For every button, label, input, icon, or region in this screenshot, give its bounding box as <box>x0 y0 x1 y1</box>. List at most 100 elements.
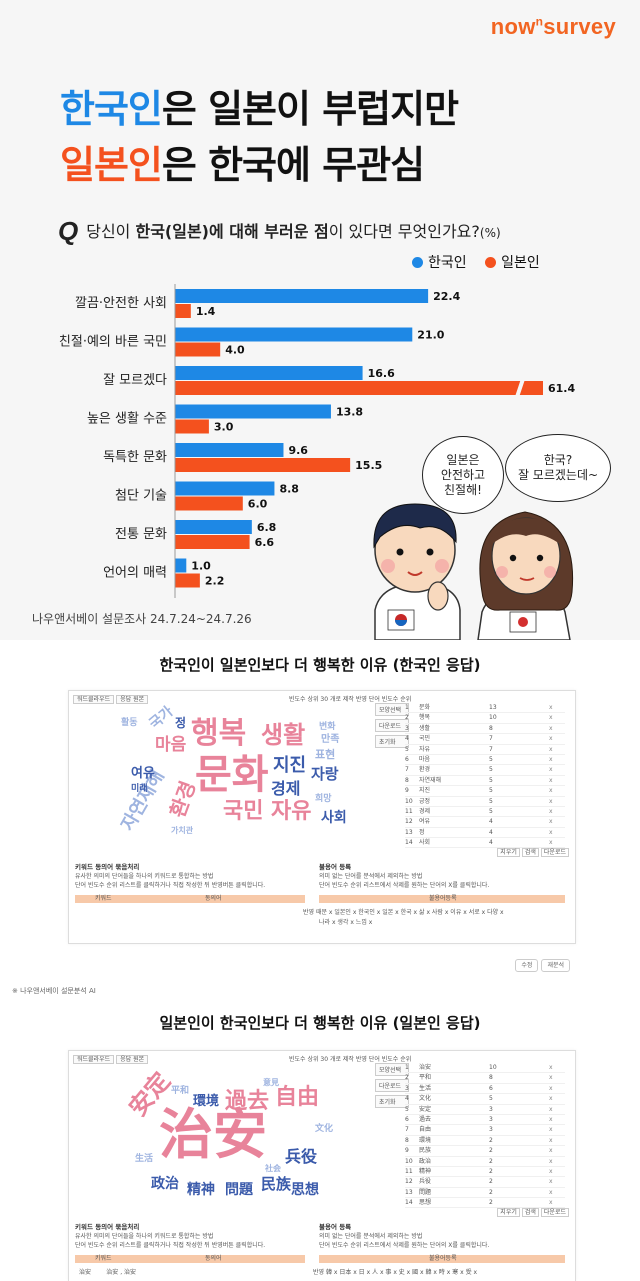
download-button[interactable]: 다운로드 <box>375 719 409 732</box>
remove-word-icon[interactable]: x <box>549 807 553 815</box>
freq-row[interactable]: 2 平和 8 x <box>405 1073 565 1084</box>
section2-freq-buttons: 지우기 검색 다운로드 <box>495 1207 569 1217</box>
remove-word-icon[interactable]: x <box>549 1074 553 1082</box>
freq-row[interactable]: 1 治安 10 x <box>405 1063 565 1074</box>
cloud-word: 경제 <box>271 779 301 798</box>
stopword-table-header: 불용어등록 <box>319 1255 565 1263</box>
clear-button[interactable]: 지우기 <box>497 848 520 857</box>
value-label-japanese: 15.5 <box>355 459 382 472</box>
freq-row[interactable]: 4 국민 7 x <box>405 734 565 745</box>
tab-raw-responses[interactable]: 응답 원본 <box>116 695 149 704</box>
remove-word-icon[interactable]: x <box>549 755 553 763</box>
category-label: 높은 생활 수준 <box>87 412 167 427</box>
cloud-word: 治安 <box>159 1102 267 1166</box>
bar-japanese <box>175 496 243 511</box>
freq-row[interactable]: 11 精神 2 x <box>405 1167 565 1178</box>
tab-raw-responses[interactable]: 응답 원본 <box>116 1055 149 1064</box>
bar-korean <box>175 366 363 380</box>
freq-row[interactable]: 1 문화 13 x <box>405 703 565 714</box>
cloud-word: 활동 <box>121 718 138 728</box>
freq-row[interactable]: 13 問題 2 x <box>405 1188 565 1199</box>
stopword-tags-2[interactable]: 나라 x 생각 x 느낌 x <box>319 919 373 926</box>
bar-korean <box>175 289 429 303</box>
remove-word-icon[interactable]: x <box>549 828 553 836</box>
freq-row[interactable]: 8 環境 2 x <box>405 1136 565 1147</box>
freq-row[interactable]: 12 여유 4 x <box>405 817 565 828</box>
freq-row[interactable]: 5 安定 3 x <box>405 1105 565 1115</box>
freq-row[interactable]: 7 환경 5 x <box>405 765 565 776</box>
remove-word-icon[interactable]: x <box>549 1126 553 1134</box>
tab-wordcloud[interactable]: 워드클라우드 <box>73 1055 115 1064</box>
synonym-row[interactable]: 治安 治安 , 治安 <box>79 1269 137 1276</box>
headline-line-1: 한국인은 일본이 부럽지만 <box>60 87 459 131</box>
download-button[interactable]: 다운로드 <box>540 1208 569 1217</box>
remove-word-icon[interactable]: x <box>549 1095 553 1103</box>
search-button[interactable]: 검색 <box>521 1208 539 1217</box>
freq-row[interactable]: 9 民族 2 x <box>405 1146 565 1157</box>
remove-word-icon[interactable]: x <box>549 1199 553 1207</box>
axis-break-mark <box>515 378 525 398</box>
remove-word-icon[interactable]: x <box>549 1136 553 1144</box>
shape-select-button[interactable]: 모양선택 <box>375 1063 409 1076</box>
bar-korean <box>175 481 275 496</box>
bar-chart: 깔끔·안전한 사회 22.4 1.4 친절·예의 바른 국민 21.0 4.0 잘 모르겠다… <box>59 284 575 598</box>
freq-row[interactable]: 13 정 4 x <box>405 828 565 839</box>
freq-row[interactable]: 3 生活 6 x <box>405 1084 565 1095</box>
remove-word-icon[interactable]: x <box>549 766 553 774</box>
freq-row[interactable]: 5 자유 7 x <box>405 745 565 755</box>
remove-word-icon[interactable]: x <box>549 704 553 711</box>
stopword-tags[interactable]: 반영 때문 x 일본인 x 한국인 x 일본 x 한국 x 삶 x 사람 x 이… <box>303 909 504 916</box>
freq-row[interactable]: 12 兵役 2 x <box>405 1177 565 1188</box>
remove-word-icon[interactable]: x <box>549 818 553 826</box>
remove-word-icon[interactable]: x <box>549 797 553 805</box>
freq-row[interactable]: 4 文化 5 x <box>405 1094 565 1105</box>
search-button[interactable]: 검색 <box>521 848 539 857</box>
freq-row[interactable]: 6 마음 5 x <box>405 755 565 766</box>
reset-button[interactable]: 초기화 <box>375 1095 409 1108</box>
remove-word-icon[interactable]: x <box>549 1084 553 1092</box>
stopword-tags[interactable]: 반영 韓 x 日本 x 日 x 人 x 事 x 史 x 國 x 韓 x 時 x … <box>313 1269 478 1276</box>
cloud-word: 정 <box>175 716 187 730</box>
headline-line-2: 일본인은 한국에 무관심 <box>60 143 425 187</box>
remove-word-icon[interactable]: x <box>549 1167 553 1175</box>
remove-word-icon[interactable]: x <box>549 1157 553 1165</box>
remove-word-icon[interactable]: x <box>549 735 553 743</box>
freq-row[interactable]: 7 自由 3 x <box>405 1125 565 1136</box>
section2-frequency-list: 1 治安 10 x 2 平和 8 x 3 生活 6 x 4 文化 5 x 5 安定 3 x 6 過去 3 x 7 自由 3 x 8 環境 2… <box>405 1063 565 1209</box>
freq-row[interactable]: 10 政治 2 x <box>405 1157 565 1167</box>
remove-word-icon[interactable]: x <box>549 724 553 732</box>
remove-word-icon[interactable]: x <box>549 787 553 795</box>
freq-row[interactable]: 6 過去 3 x <box>405 1115 565 1126</box>
shape-select-button[interactable]: 모양선택 <box>375 703 409 716</box>
edit-button[interactable]: 수정 <box>515 959 539 972</box>
source-note: 나우앤서베이 설문조사 24.7.24~24.7.26 <box>32 612 252 626</box>
freq-row[interactable]: 11 경제 5 x <box>405 807 565 818</box>
reset-button[interactable]: 초기화 <box>375 735 409 748</box>
freq-row[interactable]: 10 긍정 5 x <box>405 797 565 807</box>
download-button[interactable]: 다운로드 <box>375 1079 409 1092</box>
remove-word-icon[interactable]: x <box>549 745 553 753</box>
tab-wordcloud[interactable]: 워드클라우드 <box>73 695 115 704</box>
freq-row[interactable]: 14 思想 2 x <box>405 1198 565 1209</box>
remove-word-icon[interactable]: x <box>549 1115 553 1123</box>
reanalyze-button[interactable]: 재분석 <box>541 959 570 972</box>
remove-word-icon[interactable]: x <box>549 1105 553 1113</box>
section1-freq-buttons: 지우기 검색 다운로드 <box>495 847 569 857</box>
bar-korean <box>175 558 187 573</box>
freq-row[interactable]: 3 생활 8 x <box>405 724 565 735</box>
remove-word-icon[interactable]: x <box>549 1178 553 1186</box>
remove-word-icon[interactable]: x <box>549 839 553 847</box>
freq-row[interactable]: 8 자연재해 5 x <box>405 776 565 787</box>
freq-row[interactable]: 9 지진 5 x <box>405 786 565 797</box>
remove-word-icon[interactable]: x <box>549 1188 553 1196</box>
remove-word-icon[interactable]: x <box>549 1147 553 1155</box>
remove-word-icon[interactable]: x <box>549 714 553 722</box>
download-button[interactable]: 다운로드 <box>540 848 569 857</box>
freq-row[interactable]: 2 행복 10 x <box>405 713 565 724</box>
clear-button[interactable]: 지우기 <box>497 1208 520 1217</box>
remove-word-icon[interactable]: x <box>549 776 553 784</box>
remove-word-icon[interactable]: x <box>549 1064 553 1071</box>
bar-japanese <box>175 573 200 588</box>
value-label-korean: 21.0 <box>417 329 444 342</box>
freq-row[interactable]: 14 사회 4 x <box>405 838 565 849</box>
